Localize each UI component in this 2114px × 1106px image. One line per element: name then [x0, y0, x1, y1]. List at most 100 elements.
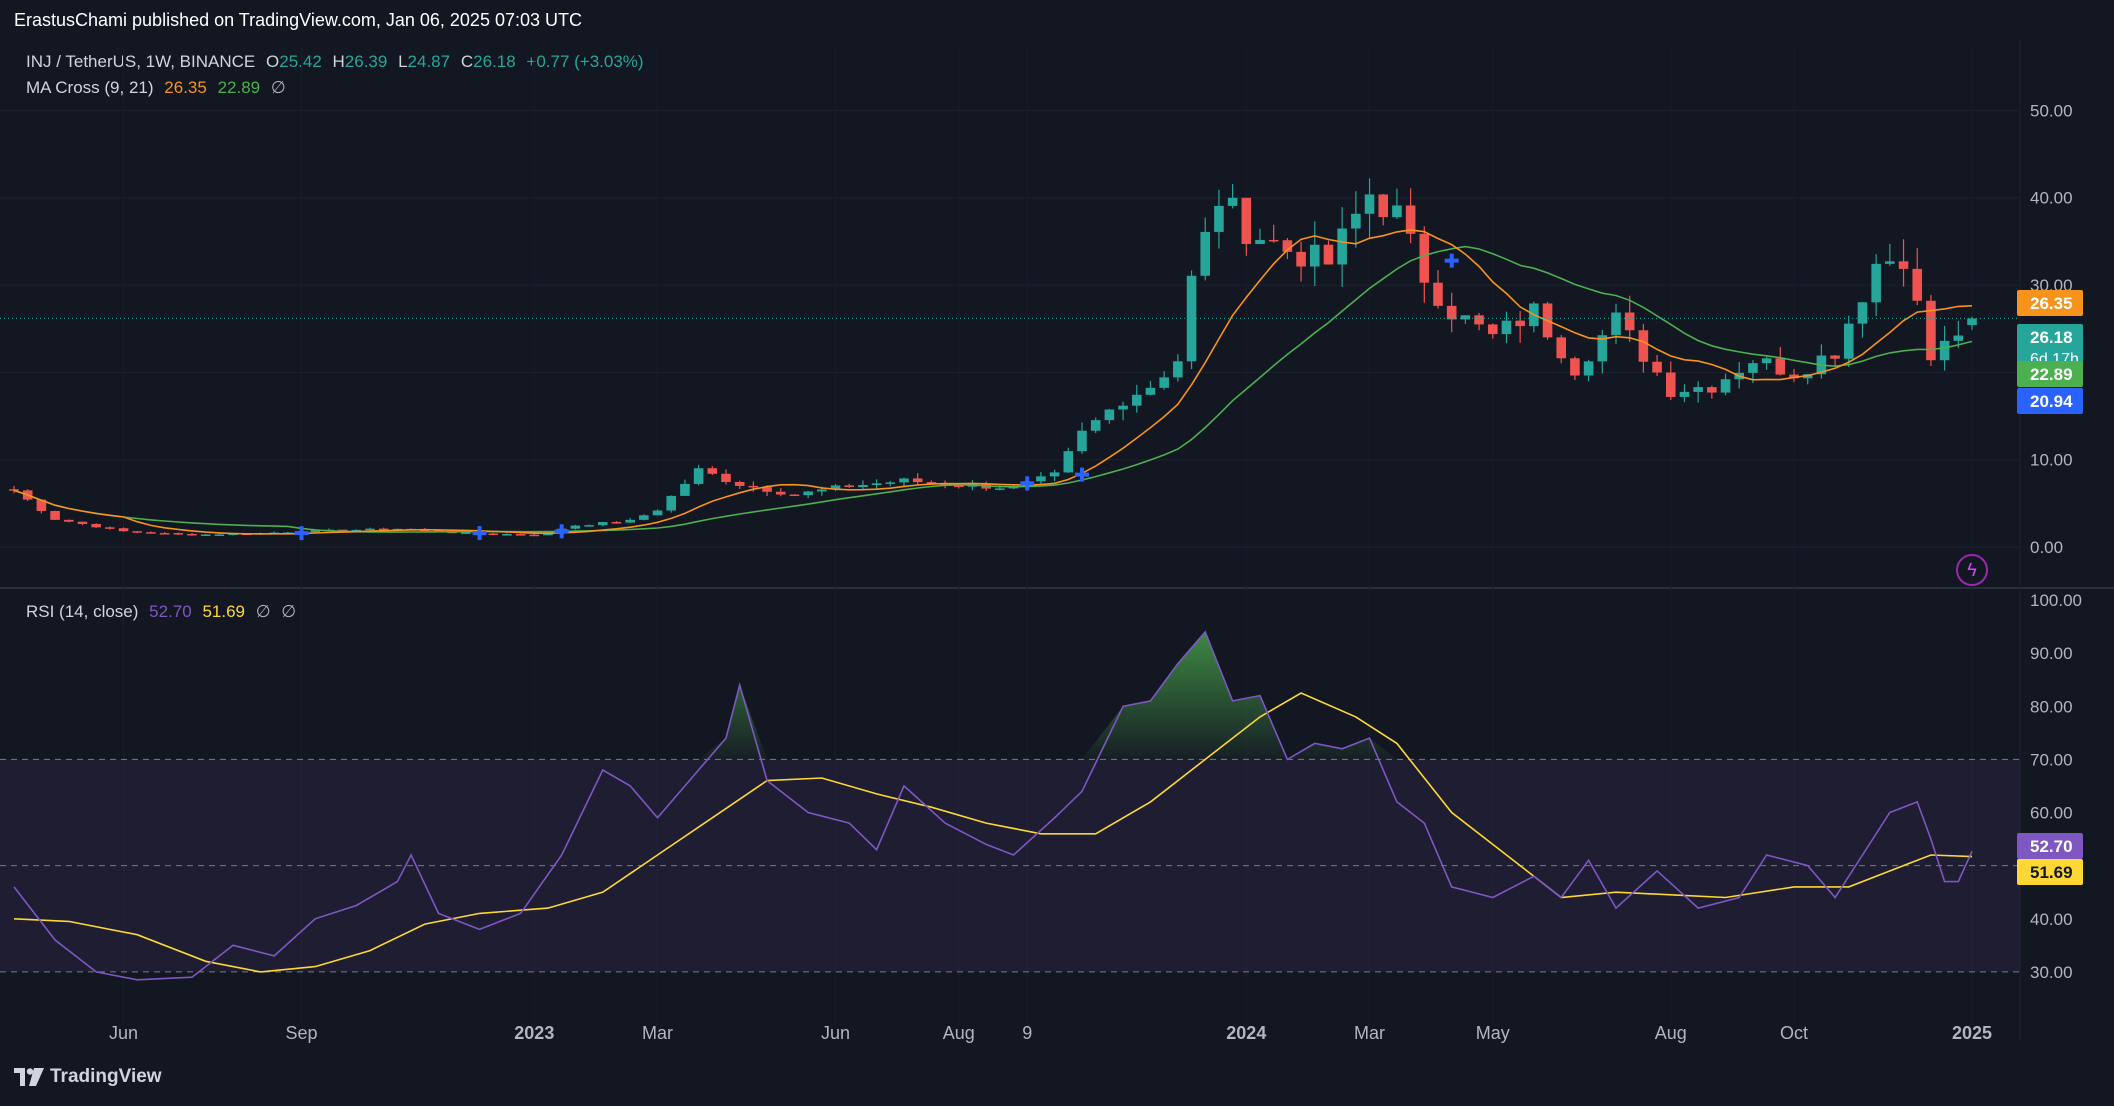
- publisher-caption: ErastusChami published on TradingView.co…: [14, 10, 582, 30]
- rsi-ma-line: [13, 692, 1973, 973]
- candle-body: [1241, 197, 1252, 245]
- candle-body: [173, 533, 184, 535]
- candle-body: [1118, 405, 1128, 410]
- candle-body: [1227, 197, 1238, 206]
- flash-icon[interactable]: ϟ: [1956, 554, 1988, 586]
- price-axis-tick: 10.00: [2030, 451, 2073, 470]
- candle-body: [433, 530, 444, 532]
- candle-body: [1871, 263, 1881, 303]
- price-label: 22.89: [2030, 365, 2073, 384]
- candle-body: [597, 522, 608, 526]
- rsi-axis-tick: 40.00: [2030, 910, 2073, 929]
- candle-body: [1268, 239, 1279, 242]
- candle-body: [789, 494, 800, 497]
- candle-body: [570, 525, 581, 529]
- candle-body: [310, 530, 321, 533]
- candle-body: [721, 473, 731, 482]
- candle-body: [844, 485, 855, 488]
- candle-body: [1885, 261, 1895, 264]
- candle-body: [159, 533, 170, 535]
- rsi-empty-value-1: ∅: [255, 602, 271, 621]
- candle-body: [1789, 374, 1799, 379]
- time-axis-tick: 9: [1022, 1023, 1032, 1043]
- candle-body: [1446, 305, 1457, 320]
- candle-body: [611, 522, 622, 524]
- candle-body: [365, 528, 375, 531]
- symbol-name[interactable]: INJ / TetherUS, 1W, BINANCE: [26, 52, 256, 71]
- candle-body: [77, 521, 88, 524]
- symbol-legend: INJ / TetherUS, 1W, BINANCE O25.42 H26.3…: [26, 52, 650, 72]
- time-axis-tick: 2024: [1226, 1023, 1266, 1043]
- time-axis-tick: Mar: [642, 1023, 673, 1043]
- candle-body: [1720, 379, 1731, 393]
- candle-body: [1501, 320, 1512, 335]
- ma-cross-marker: [472, 526, 487, 541]
- candle-body: [1707, 387, 1717, 393]
- ma-empty-value: ∅: [270, 78, 286, 97]
- candle-body: [1583, 361, 1594, 376]
- rsi-empty-value-2: ∅: [281, 602, 297, 621]
- time-axis-tick: 2023: [514, 1023, 554, 1043]
- candle-body: [1214, 205, 1224, 232]
- price-label: 26.18: [2030, 328, 2073, 347]
- candle-body: [1898, 261, 1909, 269]
- candle-body: [1049, 472, 1060, 477]
- candle-body: [214, 534, 225, 536]
- candle-body: [1748, 363, 1758, 373]
- candle-body: [1926, 300, 1936, 361]
- candle-body: [858, 485, 868, 488]
- rsi-value: 52.70: [149, 602, 192, 621]
- candle-body: [1296, 251, 1306, 267]
- rsi-axis-tick: 30.00: [2030, 963, 2073, 982]
- candle-body: [1857, 302, 1868, 324]
- candle-body: [187, 533, 197, 536]
- price-label-box: [2017, 324, 2083, 370]
- candle-body: [1515, 320, 1525, 327]
- time-axis-tick: Aug: [1655, 1023, 1687, 1043]
- candle-body: [666, 495, 677, 511]
- time-axis-tick: 2025: [1952, 1023, 1992, 1043]
- candle-body: [762, 487, 772, 492]
- candle-body: [803, 491, 813, 496]
- candle-body: [1556, 337, 1567, 359]
- price-label: 26.35: [2030, 294, 2073, 313]
- price-axis-tick: 50.00: [2030, 101, 2073, 120]
- candle-body: [91, 523, 101, 528]
- candle-body: [1419, 233, 1430, 283]
- time-axis-tick: May: [1476, 1023, 1510, 1043]
- candle-body: [1679, 391, 1690, 397]
- candle-body: [1036, 476, 1046, 482]
- candle-body: [1173, 361, 1183, 378]
- candle-body: [748, 485, 759, 488]
- candle-body: [461, 532, 471, 534]
- tradingview-wordmark: TradingView: [50, 1066, 162, 1087]
- candle-body: [1652, 361, 1662, 373]
- candle-body: [707, 468, 718, 474]
- candle-body: [693, 468, 704, 484]
- rsi-label: RSI (14, close): [26, 602, 139, 621]
- tradingview-mark-icon: [14, 1068, 44, 1086]
- candle-body: [200, 534, 211, 536]
- candle-body: [1967, 318, 1977, 326]
- candle-body: [953, 485, 964, 487]
- time-axis-tick: Jun: [109, 1023, 138, 1043]
- ma-cross-marker: [554, 524, 569, 539]
- candle-body: [1159, 377, 1169, 388]
- rsi-label: 51.69: [2030, 863, 2073, 882]
- candle-body: [9, 489, 19, 491]
- candle-body: [50, 510, 60, 520]
- candle-body: [1077, 430, 1087, 452]
- candle-body: [488, 533, 499, 536]
- candle-body: [529, 534, 540, 537]
- rsi-label-box: [2017, 833, 2083, 859]
- tradingview-logo[interactable]: TradingView: [14, 1066, 162, 1088]
- candle-body: [132, 531, 143, 533]
- rsi-line: [13, 630, 1973, 981]
- candle-body: [995, 488, 1005, 490]
- candle-body: [1405, 205, 1416, 234]
- candle-body: [1337, 228, 1347, 265]
- candle-body: [146, 532, 156, 534]
- ma-cross-legend[interactable]: MA Cross (9, 21) 26.35 22.89 ∅: [26, 78, 292, 98]
- rsi-legend[interactable]: RSI (14, close) 52.70 51.69 ∅ ∅: [26, 602, 302, 622]
